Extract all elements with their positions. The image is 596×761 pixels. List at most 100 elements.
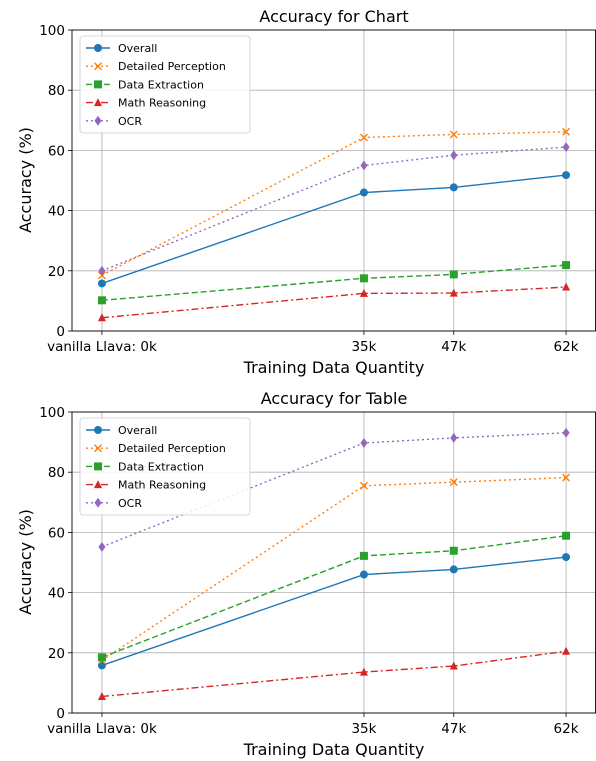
data-point <box>449 130 458 139</box>
chart-panel-chart: Accuracy for Chart Training Data Quantit… <box>16 7 596 377</box>
legend-marker <box>94 497 102 508</box>
data-point <box>360 160 368 171</box>
legend-marker <box>94 98 102 107</box>
data-point <box>360 438 368 449</box>
data-point <box>450 150 458 161</box>
data-point <box>449 546 458 555</box>
x-tick-label: vanilla Llava: 0k <box>47 339 157 355</box>
data-point <box>359 481 368 490</box>
legend-label: Detailed Perception <box>118 442 226 455</box>
legend-label: Data Extraction <box>118 78 204 91</box>
x-tick-label: 47k <box>441 721 466 737</box>
series-data-extraction <box>97 261 571 305</box>
data-point <box>449 270 458 279</box>
legend-marker <box>94 44 102 52</box>
series-line <box>101 535 567 658</box>
data-point <box>359 288 368 297</box>
series-line <box>101 286 567 319</box>
y-tick-label: 40 <box>48 204 65 220</box>
data-point <box>98 541 106 552</box>
legend-marker <box>94 62 102 71</box>
series-line <box>101 174 567 285</box>
legend-box <box>79 35 251 134</box>
x-tick-label: 62k <box>554 339 579 355</box>
legend-label: Overall <box>118 424 157 437</box>
chart-title: Accuracy for Chart <box>259 7 408 26</box>
data-point <box>359 274 368 283</box>
data-point <box>562 171 571 180</box>
series-overall <box>97 553 571 670</box>
legend-label: OCR <box>118 497 142 510</box>
data-point <box>97 313 106 322</box>
legend: Overall Detailed Perception Data Extractio… <box>79 35 251 134</box>
y-tick-label: 40 <box>48 586 65 602</box>
data-point <box>97 279 106 288</box>
y-tick-label: 20 <box>48 646 65 662</box>
data-point <box>450 432 458 443</box>
data-point <box>359 667 368 676</box>
data-point <box>449 288 458 297</box>
legend-marker <box>94 80 102 89</box>
chart-title: Accuracy for Table <box>261 389 408 408</box>
legend-marker <box>94 426 102 434</box>
series-math-reasoning <box>97 646 571 700</box>
x-tick-label: 62k <box>554 721 579 737</box>
series-line <box>101 650 567 698</box>
x-tick-label: vanilla Llava: 0k <box>47 721 157 737</box>
y-tick-label: 20 <box>48 264 65 280</box>
y-tick-label: 100 <box>39 405 65 421</box>
data-point <box>359 188 368 197</box>
data-point <box>562 261 571 270</box>
data-point <box>98 265 106 276</box>
data-point <box>562 142 570 153</box>
series-data-extraction <box>97 531 571 662</box>
data-point <box>449 183 458 192</box>
data-point <box>562 553 571 562</box>
series-detailed-perception <box>97 127 571 280</box>
data-point <box>359 133 368 142</box>
y-tick-label: 60 <box>48 525 65 541</box>
data-point <box>562 427 570 438</box>
legend-marker <box>94 480 102 489</box>
legend-label: Data Extraction <box>118 460 204 473</box>
data-point <box>449 661 458 670</box>
x-tick-label: 47k <box>441 339 466 355</box>
y-axis-label: Accuracy (%) <box>16 509 35 615</box>
data-point <box>97 296 106 305</box>
legend-label: Detailed Perception <box>118 60 226 73</box>
data-point <box>359 551 368 560</box>
y-tick-label: 0 <box>56 324 65 340</box>
data-point <box>562 127 571 136</box>
series-line <box>101 146 567 272</box>
x-axis-label: Training Data Quantity <box>243 740 425 759</box>
data-point <box>97 661 106 670</box>
chart-panel-table: Accuracy for Table Training Data Quantit… <box>16 389 596 759</box>
legend-label: OCR <box>118 115 142 128</box>
data-point <box>449 478 458 487</box>
series-line <box>101 556 567 667</box>
legend-marker <box>94 462 102 471</box>
y-tick-label: 60 <box>48 143 65 159</box>
data-point <box>562 531 571 540</box>
series-line <box>101 131 567 276</box>
data-point <box>97 691 106 700</box>
data-point <box>359 570 368 579</box>
legend: Overall Detailed Perception Data Extractio… <box>79 417 251 516</box>
series-line <box>101 476 567 661</box>
legend-label: Math Reasoning <box>118 479 206 492</box>
series-overall <box>97 171 571 288</box>
x-tick-label: 35k <box>351 339 376 355</box>
data-point <box>97 653 106 662</box>
y-tick-label: 0 <box>56 706 65 722</box>
series-math-reasoning <box>97 282 571 322</box>
data-point <box>562 282 571 291</box>
y-tick-label: 80 <box>48 465 65 481</box>
series-line <box>101 264 567 301</box>
series-ocr <box>98 142 570 276</box>
data-point <box>449 565 458 574</box>
legend-marker <box>94 115 102 126</box>
y-tick-label: 80 <box>48 83 65 99</box>
legend-label: Math Reasoning <box>118 97 206 110</box>
y-tick-label: 100 <box>39 23 65 39</box>
